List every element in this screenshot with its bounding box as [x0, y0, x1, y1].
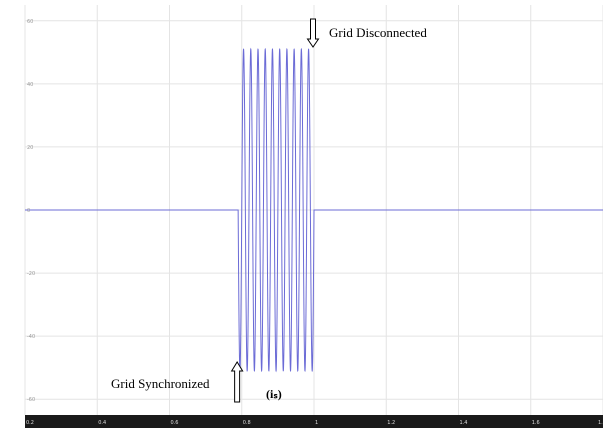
x-axis-bar	[25, 415, 603, 428]
annotation-current-label: (iₛ)	[266, 387, 282, 401]
x-tick-label: 1.2	[387, 420, 395, 426]
x-tick-label: 0.2	[26, 420, 34, 426]
y-tick-label: 60	[27, 19, 33, 25]
x-tick-label: 1.6	[532, 420, 540, 426]
x-tick-label: 1.4	[460, 420, 468, 426]
y-tick-label: -60	[27, 397, 35, 403]
x-tick-label: 0.6	[171, 420, 179, 426]
x-tick-label: 0.8	[243, 420, 251, 426]
series-line-current	[25, 47, 603, 373]
y-tick-label: -40	[27, 334, 35, 340]
y-tick-label: 0	[27, 208, 30, 214]
annotation-grid-synchronized: Grid Synchronized	[111, 361, 244, 403]
annotation-grid-synchronized-label: Grid Synchronized	[111, 376, 210, 391]
x-tick-label: 1	[315, 420, 318, 426]
arrow-down-icon	[306, 18, 320, 48]
annotation-grid-disconnected: Grid Disconnected	[306, 18, 427, 48]
annotation-grid-disconnected-label: Grid Disconnected	[329, 25, 427, 40]
y-tick-label: 40	[27, 82, 33, 88]
series-layer	[25, 47, 603, 373]
x-tick-label: 1.8	[598, 420, 603, 426]
arrow-up-icon	[230, 361, 244, 403]
y-tick-label: -20	[27, 271, 35, 277]
x-tick-label: 0.4	[98, 420, 106, 426]
grid	[24, 5, 603, 415]
y-tick-label: 20	[27, 145, 33, 151]
tick-labels: 0.2 0.4 0.6 0.8 1 1.2 1.4 1.6 1.8 60 40 20 0 -20 -40 -6…	[26, 19, 603, 426]
